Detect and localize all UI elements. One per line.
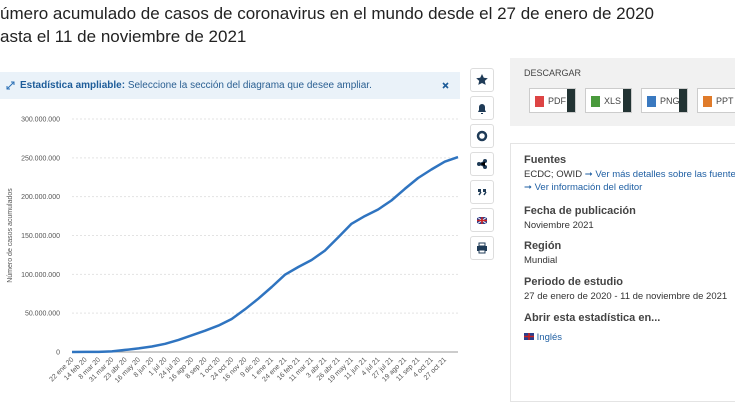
editor-link[interactable]: ➞ Ver información del editor (524, 182, 643, 193)
y-tick-label: 250.000.000 (21, 155, 60, 162)
language-button[interactable] (470, 208, 494, 232)
y-tick-label: 50.000.000 (25, 311, 60, 318)
cite-button[interactable] (470, 180, 494, 204)
close-icon[interactable] (442, 82, 449, 89)
expand-icon (6, 81, 15, 90)
download-button[interactable]: PDF (529, 88, 576, 113)
button-label: PPT (716, 96, 734, 106)
info-value: Mundial (524, 255, 558, 266)
info-value: Noviembre 2021 (524, 220, 594, 231)
download-button[interactable]: PNG (641, 88, 688, 113)
chart: 0 50.000.000 100.000.000 150.000.000 200.000… (7, 117, 459, 385)
info-heading: Región (524, 240, 562, 252)
language-link[interactable]: Inglés (524, 332, 562, 343)
link-text: Ver información del editor (534, 182, 643, 193)
y-tick-label: 300.000.000 (21, 117, 60, 124)
download-title: DESCARGAR (524, 68, 582, 78)
title-line: úmero acumulado de casos de coronavirus … (0, 4, 654, 23)
info-value: 27 de enero de 2020 - 11 de noviembre de… (524, 291, 728, 302)
source-link[interactable]: ➞ Ver más detalles sobre las fuentes (585, 169, 735, 180)
y-tick-label: 150.000.000 (21, 233, 60, 240)
button-label: PDF (548, 96, 566, 106)
print-button[interactable] (470, 236, 494, 260)
download-button[interactable]: PPT (697, 88, 735, 113)
y-tick-label: 0 (56, 350, 60, 357)
title: úmero acumulado de casos de coronavirus … (0, 2, 654, 48)
settings-button[interactable] (470, 124, 494, 148)
zoom-label: Estadística ampliable: (20, 80, 126, 91)
alert-button[interactable] (470, 96, 494, 120)
data-line (71, 155, 459, 354)
title-line: asta el 11 de noviembre de 2021 (0, 27, 247, 46)
info-panel: Fuentes ECDC; OWID ➞ Ver más detalles so… (510, 143, 735, 402)
y-tick-label: 200.000.000 (21, 194, 60, 201)
button-label: XLS (604, 96, 622, 106)
info-heading: Periodo de estudio (524, 276, 624, 288)
share-button[interactable] (470, 152, 494, 176)
link-text: Inglés (536, 332, 562, 343)
button-label: PNG (660, 96, 680, 106)
favorite-button[interactable] (470, 68, 494, 92)
info-heading: Fecha de publicación (524, 205, 636, 217)
sources: ECDC; OWID (524, 169, 583, 180)
y-axis-label: Número de casos acumulados (7, 188, 14, 283)
info-heading: Abrir esta estadística en... (524, 312, 661, 324)
y-tick-label: 100.000.000 (21, 272, 60, 279)
download-panel: DESCARGAR PDF XLS PNG PPT (510, 58, 735, 126)
download-button[interactable]: XLS (585, 88, 632, 113)
link-text: Ver más detalles sobre las fuentes (595, 169, 735, 180)
zoom-bar: Estadística ampliable: Seleccione la sec… (0, 72, 460, 99)
zoom-text: Seleccione la sección del diagrama que d… (127, 80, 372, 91)
info-heading: Fuentes (524, 154, 567, 166)
